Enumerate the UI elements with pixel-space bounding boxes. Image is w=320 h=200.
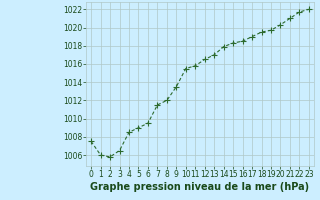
- X-axis label: Graphe pression niveau de la mer (hPa): Graphe pression niveau de la mer (hPa): [91, 182, 309, 192]
